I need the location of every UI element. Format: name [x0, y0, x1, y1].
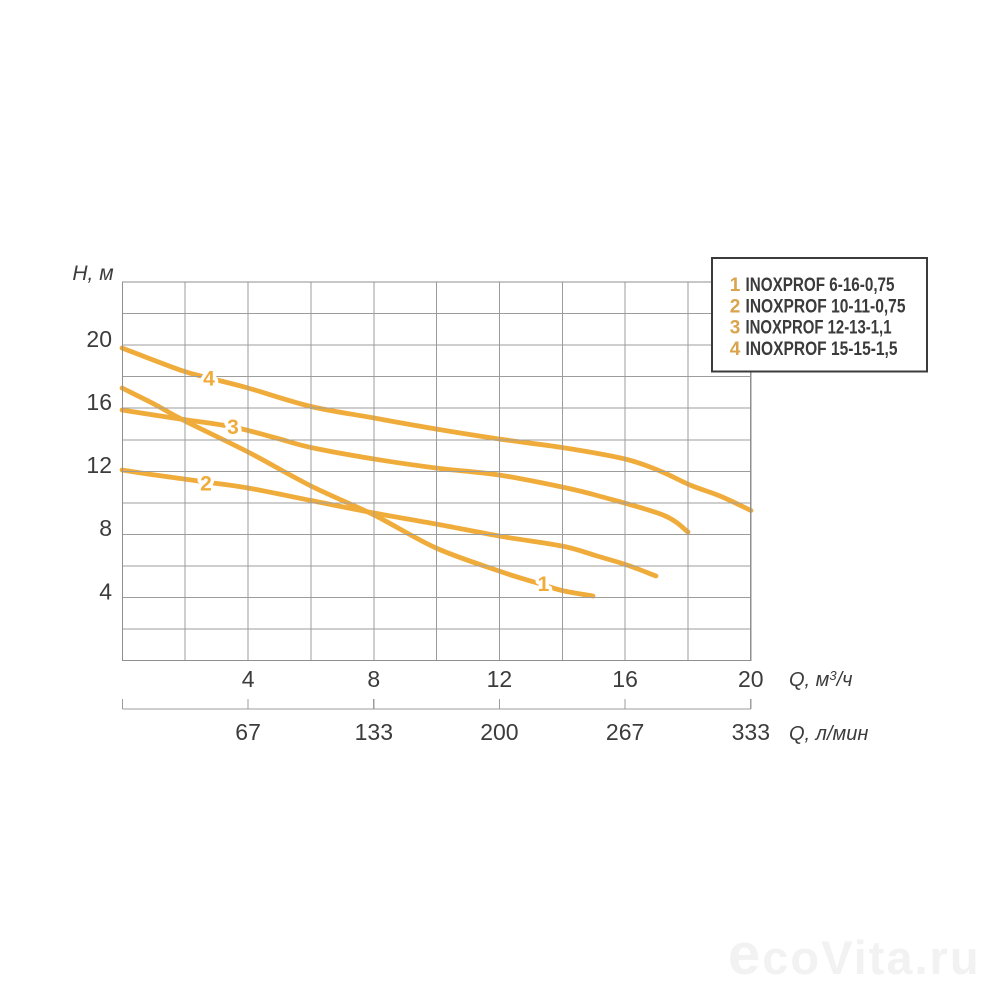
svg-text:8: 8 — [367, 666, 380, 692]
svg-text:4: 4 — [99, 579, 112, 605]
svg-text:1: 1 — [730, 275, 741, 296]
svg-text:2: 2 — [200, 473, 212, 496]
svg-text:333: 333 — [732, 719, 770, 745]
svg-text:8: 8 — [99, 515, 112, 541]
svg-text:20: 20 — [738, 666, 764, 692]
svg-text:200: 200 — [480, 719, 518, 745]
svg-text:3: 3 — [730, 318, 741, 339]
svg-text:Q, л/мин: Q, л/мин — [789, 723, 868, 745]
svg-text:2: 2 — [730, 296, 741, 317]
svg-text:20: 20 — [86, 326, 112, 352]
svg-text:INOXPROF 15-15-1,5: INOXPROF 15-15-1,5 — [746, 339, 898, 360]
svg-text:3: 3 — [227, 416, 239, 439]
svg-text:4: 4 — [730, 339, 741, 360]
svg-text:INOXPROF 10-11-0,75: INOXPROF 10-11-0,75 — [746, 296, 906, 317]
svg-text:16: 16 — [612, 666, 638, 692]
svg-text:1: 1 — [538, 573, 550, 596]
svg-text:4: 4 — [203, 368, 215, 391]
svg-text:12: 12 — [487, 666, 513, 692]
svg-text:12: 12 — [86, 452, 112, 478]
svg-text:Q, м3/ч: Q, м3/ч — [789, 668, 853, 691]
svg-text:ecoVita.ru: ecoVita.ru — [728, 922, 981, 987]
svg-text:H, м: H, м — [72, 262, 113, 285]
svg-text:INOXPROF 6-16-0,75: INOXPROF 6-16-0,75 — [746, 275, 895, 296]
svg-text:INOXPROF 12-13-1,1: INOXPROF 12-13-1,1 — [746, 318, 892, 339]
svg-text:133: 133 — [355, 719, 393, 745]
svg-text:4: 4 — [242, 666, 255, 692]
svg-text:16: 16 — [86, 389, 112, 415]
svg-text:67: 67 — [235, 719, 261, 745]
svg-text:267: 267 — [606, 719, 644, 745]
